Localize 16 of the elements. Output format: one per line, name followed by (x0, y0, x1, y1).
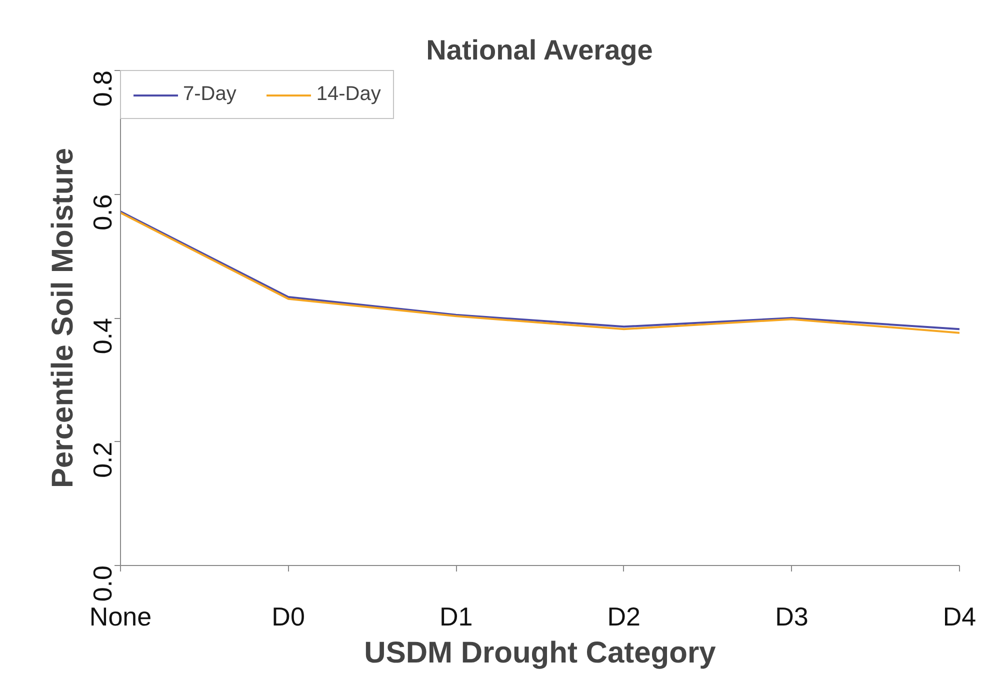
y-tick-label: 0.0 (88, 565, 118, 602)
chart-title: National Average (426, 34, 653, 66)
y-tick-label: 0.4 (88, 318, 118, 354)
y-tick-label: 0.2 (88, 442, 118, 478)
x-tick-label: D1 (439, 602, 473, 632)
x-axis-title: USDM Drought Category (364, 636, 716, 670)
x-tick-label: D0 (272, 602, 305, 632)
x-tick-label: None (89, 602, 152, 632)
x-tick-label: D3 (775, 602, 808, 632)
legend-label: 7-Day (183, 83, 236, 106)
legend-label: 14-Day (316, 83, 381, 106)
y-axis-title: Percentile Soil Moisture (46, 148, 80, 488)
x-tick-label: D2 (607, 602, 641, 632)
y-tick-label: 0.8 (88, 70, 118, 107)
y-tick-label: 0.6 (88, 194, 118, 230)
x-tick-label: D4 (942, 602, 976, 632)
